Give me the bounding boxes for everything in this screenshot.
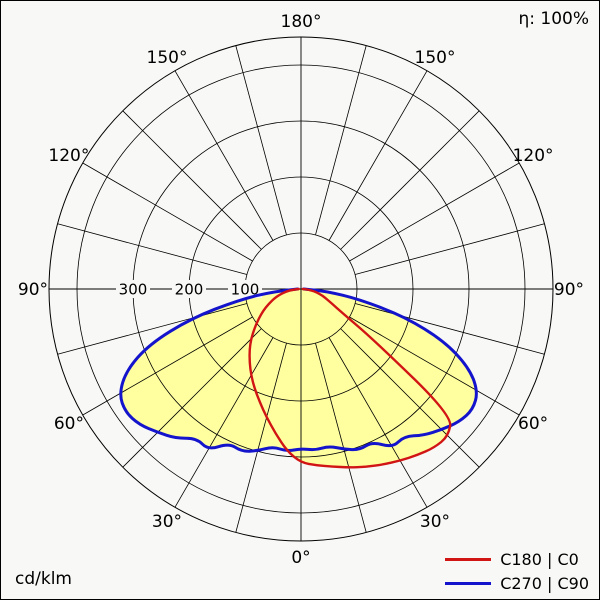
- grid-spoke-315: [122, 328, 262, 468]
- angle-label-120-left: 120°: [48, 146, 89, 166]
- radial-tick-label-100: 100: [231, 281, 260, 299]
- beam-fill-c270-c90: [120, 289, 477, 452]
- legend-line-blue-icon: [445, 582, 492, 585]
- radial-tick-label-bg: [228, 280, 262, 298]
- radial-tick-label-bg: [116, 280, 150, 298]
- radial-tick-label-bg: [172, 280, 206, 298]
- grid-spoke-210: [174, 70, 274, 241]
- grid-spoke-240: [82, 162, 253, 262]
- grid-spoke-135: [340, 110, 480, 250]
- legend-item-c0: C180 | C0: [445, 550, 589, 569]
- angle-label-60-left: 60°: [54, 414, 84, 434]
- angle-label-30-left: 30°: [152, 512, 182, 532]
- grid-spoke-105: [354, 223, 545, 275]
- unit-label: cd/klm: [15, 569, 72, 589]
- grid-spoke-45: [340, 328, 480, 468]
- angle-label-0-right: 0°: [291, 548, 310, 568]
- angle-label-60-right: 60°: [518, 414, 548, 434]
- curve-c270-c90: [119, 287, 478, 453]
- angle-label-30-right: 30°: [420, 512, 450, 532]
- legend: C180 | C0 C270 | C90: [445, 550, 589, 593]
- radial-tick-label-200: 200: [175, 281, 204, 299]
- angle-label-180-right: 180°: [281, 12, 322, 32]
- legend-label-c90: C270 | C90: [500, 574, 589, 593]
- angle-label-150-left: 150°: [147, 48, 188, 68]
- angle-label-90-right: 90°: [554, 280, 584, 300]
- grid-spoke-165: [315, 45, 367, 236]
- grid-spoke-300: [82, 316, 253, 416]
- angle-label-120-right: 120°: [513, 146, 554, 166]
- grid-spoke-15: [315, 342, 367, 533]
- legend-line-red-icon: [445, 558, 492, 561]
- grid-spoke-195: [235, 45, 287, 236]
- angle-label-150-right: 150°: [415, 48, 456, 68]
- grid-spoke-60: [349, 316, 520, 416]
- grid-spoke-225: [122, 110, 262, 250]
- angle-label-90-left: 90°: [18, 280, 48, 300]
- grid-spoke-345: [235, 342, 287, 533]
- grid-spoke-120: [349, 162, 520, 262]
- legend-item-c90: C270 | C90: [445, 574, 589, 593]
- grid-spoke-75: [354, 303, 545, 355]
- grid-spoke-285: [57, 303, 248, 355]
- grid-spoke-150: [328, 70, 428, 241]
- grid-spoke-330: [174, 337, 274, 508]
- grid-spoke-30: [328, 337, 428, 508]
- legend-label-c0: C180 | C0: [500, 550, 579, 569]
- efficiency-label: η: 100%: [518, 9, 589, 29]
- grid-spoke-255: [57, 223, 248, 275]
- radial-tick-label-300: 300: [119, 281, 148, 299]
- curve-c180-c0: [248, 287, 452, 469]
